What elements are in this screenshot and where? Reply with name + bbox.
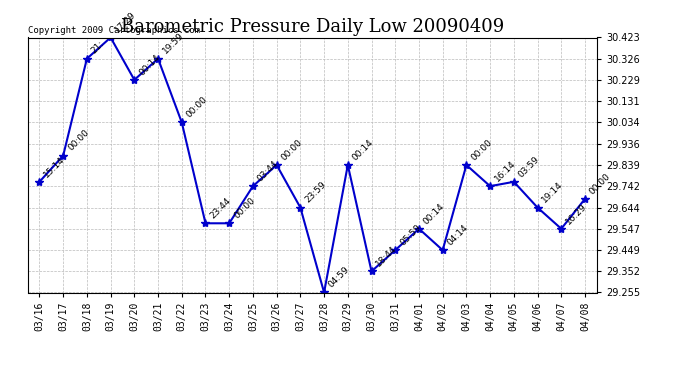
Text: 19:59: 19:59 (161, 31, 186, 56)
Text: 00:00: 00:00 (279, 138, 304, 162)
Text: 23:44: 23:44 (208, 196, 233, 220)
Text: 17:29: 17:29 (113, 10, 138, 35)
Text: 03:59: 03:59 (517, 154, 541, 179)
Text: 04:14: 04:14 (446, 223, 470, 248)
Text: 00:00: 00:00 (588, 171, 613, 196)
Title: Barometric Pressure Daily Low 20090409: Barometric Pressure Daily Low 20090409 (121, 18, 504, 36)
Text: 00:00: 00:00 (66, 128, 90, 153)
Text: 05:59: 05:59 (398, 223, 423, 248)
Text: 16:14: 16:14 (493, 159, 518, 183)
Text: 18:44: 18:44 (374, 244, 399, 268)
Text: 16:29: 16:29 (564, 201, 589, 226)
Text: 23:59: 23:59 (303, 180, 328, 205)
Text: 15:14: 15:14 (42, 154, 67, 179)
Text: 21:: 21: (90, 39, 106, 56)
Text: 00:14: 00:14 (137, 53, 161, 77)
Text: 00:00: 00:00 (469, 138, 494, 162)
Text: 00:14: 00:14 (351, 138, 375, 162)
Text: Copyright 2009 Cartographics.com: Copyright 2009 Cartographics.com (28, 26, 199, 35)
Text: 03:44: 03:44 (256, 159, 280, 183)
Text: 00:00: 00:00 (232, 196, 257, 220)
Text: 00:14: 00:14 (422, 201, 446, 226)
Text: 00:00: 00:00 (184, 95, 209, 120)
Text: 04:59: 04:59 (327, 265, 351, 290)
Text: 19:14: 19:14 (540, 180, 565, 205)
